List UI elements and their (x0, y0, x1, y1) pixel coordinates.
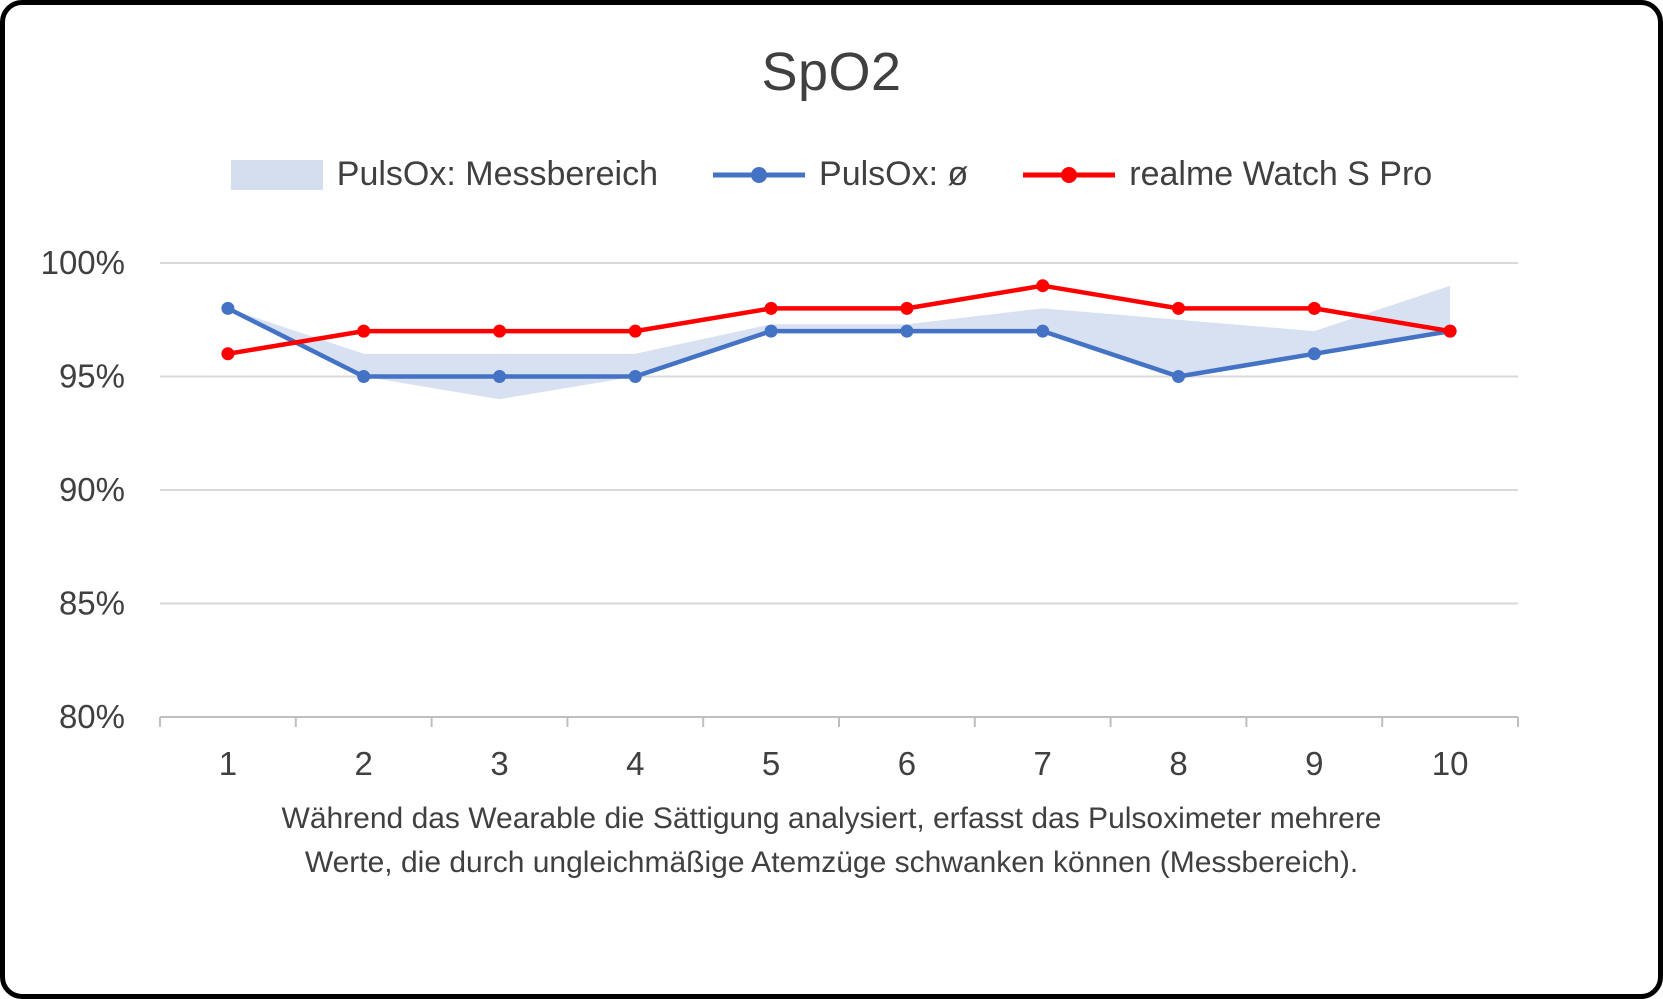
x-axis-label: 1 (219, 745, 237, 782)
band-swatch-icon (230, 159, 323, 190)
caption-line-1: Während das Wearable die Sättigung analy… (281, 802, 1382, 835)
y-axis-label: 85% (59, 585, 125, 622)
legend-item-pulsox: PulsOx: ø (713, 155, 968, 194)
line-swatch-blue-dot (751, 166, 768, 183)
x-axis-label: 10 (1432, 745, 1469, 782)
series-point (493, 324, 506, 338)
series-line (225, 283, 1453, 357)
series-point (628, 370, 642, 383)
chart-title: SpO2 (761, 42, 902, 102)
y-axis-label: 100% (41, 244, 125, 281)
legend-label-pulsox: PulsOx: ø (819, 155, 969, 193)
series-point (764, 324, 778, 338)
series-point (357, 324, 371, 338)
y-axis-label: 95% (59, 358, 125, 395)
series-point (1443, 324, 1457, 338)
x-axis-label: 7 (1034, 745, 1052, 782)
line-swatch-red-icon (1023, 166, 1116, 183)
chart-legend: PulsOx: Messbereich PulsOx: ø realme Wat… (5, 155, 1658, 194)
series-point (1172, 370, 1185, 383)
series-point (1036, 324, 1050, 338)
line-chart-plot: 100% 95% 90% 85% 80% 1 2 3 4 5 6 7 8 9 10 (41, 244, 1519, 782)
chart-caption: Während das Wearable die Sättigung analy… (5, 797, 1658, 884)
y-axis-label: 80% (59, 698, 125, 735)
legend-label-realme: realme Watch S Pro (1129, 155, 1433, 193)
series-point (1172, 301, 1185, 315)
series-point (357, 370, 371, 383)
series-point (221, 347, 235, 361)
x-axis-label: 3 (490, 745, 508, 782)
series-point (1307, 301, 1321, 315)
x-axis-label: 9 (1305, 745, 1323, 782)
legend-label-messbereich: PulsOx: Messbereich (336, 155, 659, 193)
line-swatch-red-dot (1061, 166, 1078, 183)
legend-item-realme: realme Watch S Pro (1023, 155, 1432, 194)
band-swatch-rect (230, 159, 323, 190)
series-line (225, 306, 1453, 379)
line-swatch-blue-icon (713, 166, 806, 183)
x-axis-label: 6 (898, 745, 916, 782)
series-point (628, 324, 642, 338)
messbereich-band-area (227, 285, 1451, 400)
legend-item-messbereich: PulsOx: Messbereich (230, 155, 659, 194)
series-point (764, 301, 778, 315)
x-axis-label: 5 (762, 745, 780, 782)
series-point (900, 301, 914, 315)
x-axis-label: 8 (1169, 745, 1187, 782)
series-point (1036, 279, 1050, 293)
y-axis-label: 90% (59, 471, 125, 508)
x-axis-label: 2 (355, 745, 373, 782)
series-point (900, 324, 914, 338)
x-axis-label: 4 (626, 745, 644, 782)
series-point (1307, 347, 1321, 361)
series-point (221, 301, 235, 315)
series-point (493, 370, 506, 383)
caption-line-2: Werte, die durch ungleichmäßige Atemzüge… (304, 845, 1359, 879)
